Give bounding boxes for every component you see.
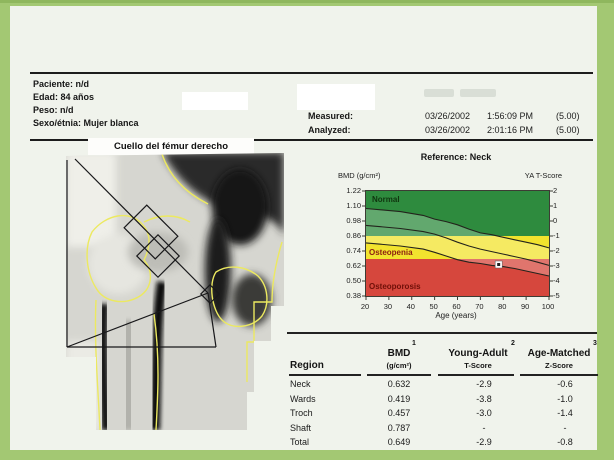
- femur-scan-image: [66, 153, 284, 430]
- table-top-rule: [287, 332, 597, 334]
- y-tick-right: 1: [553, 201, 558, 210]
- x-tick: 100: [541, 302, 555, 311]
- row-zscore: -1.4: [557, 408, 573, 419]
- x-tick: 70: [475, 302, 484, 311]
- analyzed-date: 03/26/2002: [425, 125, 471, 135]
- y-tick-right: -4: [553, 276, 560, 285]
- x-tick: 50: [429, 302, 438, 311]
- row-region: Troch: [290, 408, 313, 419]
- faded-text-artifact: [460, 89, 496, 97]
- x-tick: 90: [520, 302, 530, 311]
- zone-label-normal: Normal: [372, 195, 400, 204]
- y-tick-left: 0.38: [346, 291, 361, 300]
- row-zscore: -0.6: [557, 379, 573, 389]
- row-tscore: -2.9: [476, 437, 492, 448]
- x-tick: 40: [406, 302, 415, 311]
- zone-osteopenia: [366, 236, 549, 259]
- col-subheader-zscore: Z-Score: [545, 361, 573, 370]
- row-zscore: -0.8: [557, 437, 573, 448]
- col-header-age-matched: Age-Matched: [527, 348, 591, 359]
- divider-mid: [30, 139, 593, 141]
- reference-curves: [362, 190, 553, 300]
- row-tscore: -2.9: [476, 379, 492, 389]
- chart-title: Reference: Neck: [420, 152, 492, 162]
- analyzed-label: Analyzed:: [308, 125, 351, 135]
- divider-top: [30, 72, 593, 74]
- y-tick-right: -1: [553, 231, 560, 240]
- measured-time: 1:56:09 PM: [487, 111, 534, 121]
- y-tick-right: -3: [553, 261, 560, 270]
- col-header-young-adult: Young-Adult: [448, 348, 508, 359]
- patient-sex-line: Sexo/étnia: Mujer blanca: [33, 118, 139, 128]
- y-tick-right: -5: [553, 291, 560, 300]
- header-underline: [438, 374, 514, 376]
- x-tick: 20: [360, 302, 370, 311]
- col-subheader-bmd-units: (g/cm²): [386, 361, 412, 370]
- col-subheader-tscore: T-Score: [464, 361, 492, 370]
- row-bmd: 0.632: [387, 379, 411, 389]
- row-region: Shaft: [290, 422, 312, 433]
- redaction-box: [297, 84, 375, 110]
- y-tick-left: 0.86: [346, 231, 361, 240]
- y-tick-left: 0.98: [346, 216, 361, 225]
- measured-label: Measured:: [308, 111, 354, 121]
- x-tick: 30: [383, 302, 393, 311]
- col-header-bmd: BMD: [387, 348, 411, 359]
- redaction-box: [182, 92, 248, 110]
- faded-text-artifact: [424, 89, 454, 97]
- header-underline: [367, 374, 431, 376]
- col-header-region: Region: [290, 360, 324, 371]
- patient-weight-line: Peso: n/d: [33, 105, 74, 115]
- x-tick: 80: [498, 302, 507, 311]
- row-tscore: -3.8: [476, 393, 492, 404]
- y-axis-label-left: BMD (g/cm²): [338, 171, 381, 180]
- y-tick-left: 0.74: [346, 246, 361, 255]
- y-tick-right: -2: [553, 246, 560, 255]
- zone-osteoporosis: [366, 258, 549, 296]
- header-underline: [520, 374, 598, 376]
- measured-mode: (5.00): [556, 111, 580, 121]
- patient-name-line: Paciente: n/d: [33, 79, 90, 89]
- y-tick-right: 0: [553, 216, 558, 225]
- zone-label-osteopenia: Osteopenia: [369, 248, 413, 257]
- row-bmd: 0.787: [387, 422, 411, 433]
- y-tick-left: 0.50: [346, 276, 361, 285]
- y-axis-label-right: YA T-Score: [524, 171, 562, 180]
- row-bmd: 0.649: [387, 437, 411, 448]
- row-tscore: -3.0: [476, 408, 492, 419]
- footnote-sup-2: 2: [511, 340, 515, 347]
- y-tick-left: 1.10: [346, 201, 361, 210]
- x-tick: 60: [452, 302, 461, 311]
- analyzed-time: 2:01:16 PM: [487, 125, 534, 135]
- patient-age-line: Edad: 84 años: [33, 92, 95, 102]
- row-zscore: -: [563, 422, 567, 433]
- y-tick-left: 0.62: [346, 261, 361, 270]
- row-zscore: -1.0: [557, 393, 573, 404]
- row-tscore: -: [482, 422, 486, 433]
- analyzed-mode: (5.00): [556, 125, 580, 135]
- y-tick-right: 2: [553, 186, 558, 195]
- y-tick-left: 1.22: [346, 186, 361, 195]
- measured-date: 03/26/2002: [425, 111, 471, 121]
- row-bmd: 0.419: [387, 393, 411, 404]
- zone-label-osteoporosis: Osteoporosis: [369, 282, 421, 291]
- row-region: Wards: [290, 393, 316, 404]
- footnote-sup-3: 3: [593, 340, 597, 347]
- row-region: Neck: [290, 379, 311, 389]
- row-region: Total: [290, 437, 310, 448]
- x-axis-label: Age (years): [435, 311, 477, 320]
- header-underline: [289, 374, 361, 376]
- footnote-sup-1: 1: [412, 340, 416, 347]
- reference-chart-plot: Normal Osteopenia Osteoporosis: [362, 190, 553, 300]
- row-bmd: 0.457: [387, 408, 411, 419]
- scan-title: Cuello del fémur derecho: [88, 138, 254, 155]
